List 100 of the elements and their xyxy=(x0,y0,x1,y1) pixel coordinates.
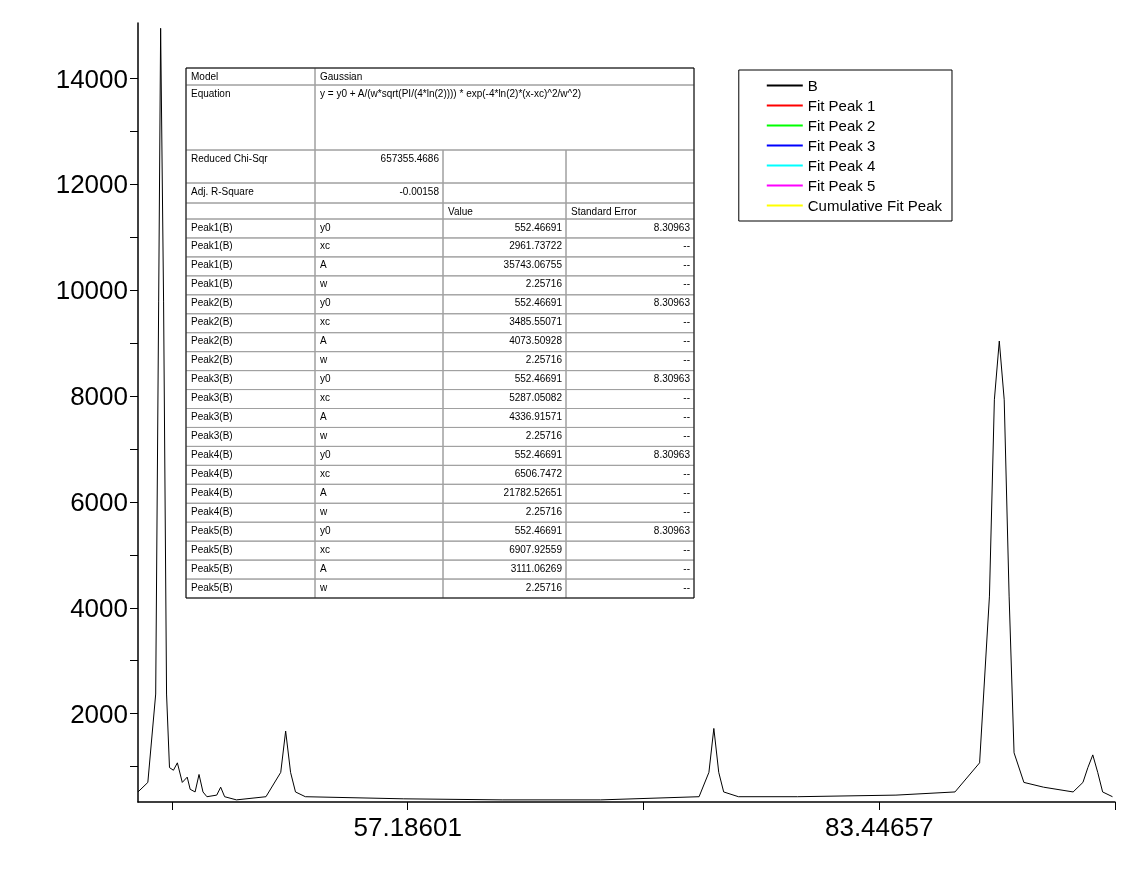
annotation: xc xyxy=(320,543,330,555)
annotation: Peak3(B) xyxy=(191,411,233,422)
annotation: y0 xyxy=(320,373,331,385)
legend-label: Fit Peak 2 xyxy=(807,117,876,134)
annotation: A xyxy=(320,486,327,498)
annotation: xc xyxy=(320,467,330,479)
annotation: -- xyxy=(683,354,690,366)
annotation: Peak2(B) xyxy=(191,354,233,366)
annotation: Peak4(B) xyxy=(191,486,233,498)
annotation: Peak5(B) xyxy=(191,524,233,536)
annotation: -- xyxy=(683,467,690,479)
annotation: -- xyxy=(683,316,690,328)
annotation: 2.25716 xyxy=(525,429,563,441)
y-tick-label: 2000 xyxy=(70,698,128,729)
annotation: 6907.92559 xyxy=(509,543,563,555)
legend-label: Cumulative Fit Peak xyxy=(807,197,943,214)
annotation: 8.30963 xyxy=(653,524,691,536)
annotation: 2.25716 xyxy=(525,354,563,366)
annotation: A xyxy=(320,335,327,347)
annotation: Adj. R-Square xyxy=(191,185,255,197)
annotation: -- xyxy=(683,543,690,555)
annotation: Peak4(B) xyxy=(191,467,233,479)
annotation: 8.30963 xyxy=(653,373,691,385)
annotation: Peak5(B) xyxy=(191,543,233,555)
annotation: y0 xyxy=(320,448,331,460)
annotation: 2961.73722 xyxy=(509,240,563,252)
annotation: -- xyxy=(683,581,690,593)
annotation: 4336.91571 xyxy=(509,411,563,422)
annotation: Peak4(B) xyxy=(191,448,233,460)
annotation: -- xyxy=(683,429,690,441)
annotation: w xyxy=(319,354,328,366)
y-tick-label: 12000 xyxy=(55,169,128,200)
y-tick-label: 10000 xyxy=(55,275,128,306)
annotation: -- xyxy=(683,278,690,290)
annotation: A xyxy=(320,411,327,422)
annotation: Peak4(B) xyxy=(191,505,233,517)
annotation: w xyxy=(319,429,328,441)
annotation: 6506.7472 xyxy=(514,467,563,479)
annotation: -0.00158 xyxy=(399,185,440,197)
annotation: Gaussian xyxy=(320,70,363,82)
annotation: 8.30963 xyxy=(653,221,691,233)
annotation: y0 xyxy=(320,524,331,536)
annotation: -- xyxy=(683,240,690,252)
legend-label: Fit Peak 4 xyxy=(807,157,876,174)
annotation: Standard Error xyxy=(571,205,638,217)
annotation: -- xyxy=(683,335,690,347)
annotation: xc xyxy=(320,392,330,404)
annotation: 552.46691 xyxy=(514,297,563,309)
y-tick-label: 4000 xyxy=(70,592,128,623)
annotation: 3485.55071 xyxy=(509,316,563,328)
annotation: Peak1(B) xyxy=(191,259,233,271)
y-tick-label: 6000 xyxy=(70,486,128,517)
y-tick-label: 8000 xyxy=(70,381,128,412)
legend-label: Fit Peak 5 xyxy=(807,177,876,194)
annotation: -- xyxy=(683,486,690,498)
annotation: Peak2(B) xyxy=(191,297,233,309)
annotation: Peak3(B) xyxy=(191,373,233,385)
annotation: Peak1(B) xyxy=(191,221,233,233)
annotation: y0 xyxy=(320,221,331,233)
legend-label: B xyxy=(807,77,818,94)
annotation: 35743.06755 xyxy=(503,259,563,271)
annotation: w xyxy=(319,278,328,290)
annotation: 552.46691 xyxy=(514,524,563,536)
annotation: Peak2(B) xyxy=(191,316,233,328)
annotation: 21782.52651 xyxy=(503,486,563,498)
annotation: A xyxy=(320,562,327,574)
annotation: 552.46691 xyxy=(514,221,563,233)
annotation: Peak5(B) xyxy=(191,562,233,574)
annotation: y = y0 + A/(w*sqrt(PI/(4*ln(2)))) * exp(-4*ln(2)*(x-xc)^2/w^2) xyxy=(320,87,582,99)
annotation: -- xyxy=(683,505,690,517)
annotation: -- xyxy=(683,411,690,422)
annotation: xc xyxy=(320,240,330,252)
annotation: 657355.4686 xyxy=(380,152,440,164)
annotation: 8.30963 xyxy=(653,297,691,309)
annotation: Reduced Chi-Sqr xyxy=(191,152,269,164)
annotation: -- xyxy=(683,259,690,271)
annotation: Peak3(B) xyxy=(191,429,233,441)
annotation: -- xyxy=(683,562,690,574)
annotation: w xyxy=(319,581,328,593)
annotation: Model xyxy=(191,70,219,82)
annotation: 2.25716 xyxy=(525,581,563,593)
annotation: Peak3(B) xyxy=(191,392,233,404)
annotation: Value xyxy=(448,205,474,217)
annotation: Peak1(B) xyxy=(191,240,233,252)
annotation: xc xyxy=(320,316,330,328)
annotation: 552.46691 xyxy=(514,373,563,385)
annotation: w xyxy=(319,505,328,517)
annotation: 2.25716 xyxy=(525,505,563,517)
annotation: Peak1(B) xyxy=(191,278,233,290)
annotation: 4073.50928 xyxy=(509,335,563,347)
annotation: 3111.06269 xyxy=(510,562,563,574)
x-tick-label: 57.18601 xyxy=(353,812,462,842)
annotation: Equation xyxy=(191,87,231,99)
annotation: y0 xyxy=(320,297,331,309)
annotation: 5287.05082 xyxy=(509,392,563,404)
annotation: Peak5(B) xyxy=(191,581,233,593)
y-tick-label: 14000 xyxy=(55,63,128,94)
annotation: A xyxy=(320,259,327,271)
legend-label: Fit Peak 1 xyxy=(807,97,876,114)
annotation: Peak2(B) xyxy=(191,335,233,347)
